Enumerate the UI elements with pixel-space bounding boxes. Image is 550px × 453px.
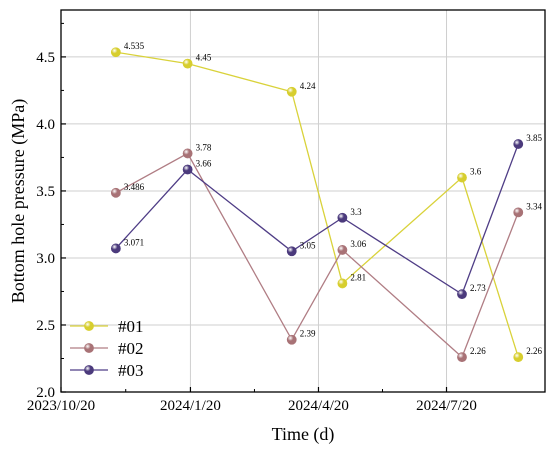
series-line xyxy=(115,143,519,296)
legend-label: #02 xyxy=(118,339,144,358)
data-label: 2.26 xyxy=(470,346,486,356)
series-line xyxy=(115,51,519,358)
legend-item: #01 xyxy=(70,317,144,336)
data-point xyxy=(110,243,121,254)
data-point xyxy=(513,139,524,149)
legend-marker xyxy=(84,321,94,331)
data-point xyxy=(286,86,297,97)
x-tick-label: 2023/10/20 xyxy=(27,398,95,414)
y-tick-label: 4.5 xyxy=(36,50,55,66)
data-label: 2.73 xyxy=(470,283,486,293)
data-point xyxy=(182,148,193,159)
legend-label: #03 xyxy=(118,361,144,380)
data-point xyxy=(286,246,297,257)
data-label: 2.81 xyxy=(350,272,366,282)
data-label: 3.3 xyxy=(350,207,362,217)
data-point xyxy=(513,352,524,363)
x-tick-label: 2024/1/20 xyxy=(160,398,221,414)
data-point xyxy=(286,334,297,345)
data-label: 3.071 xyxy=(124,237,144,247)
legend-marker xyxy=(84,365,94,375)
series-line xyxy=(115,152,519,359)
y-tick-label: 3.5 xyxy=(36,184,55,200)
data-point xyxy=(337,278,348,289)
y-axis-label: Bottom hole pressure (MPa) xyxy=(8,99,29,303)
y-tick-label: 4.0 xyxy=(36,117,55,133)
data-label: 3.85 xyxy=(526,133,542,143)
y-tick-label: 2.5 xyxy=(36,318,55,334)
data-point xyxy=(513,207,524,218)
plot-area-frame xyxy=(60,9,546,393)
legend-marker xyxy=(84,343,94,353)
data-label: 4.24 xyxy=(300,81,316,91)
data-label: 3.78 xyxy=(196,142,212,152)
data-label: 3.05 xyxy=(300,240,316,250)
data-label: 3.66 xyxy=(196,159,212,169)
data-label: 3.34 xyxy=(526,201,542,211)
data-point xyxy=(337,245,348,255)
data-point xyxy=(457,289,467,300)
legend-item: #02 xyxy=(70,339,144,358)
legend-item: #03 xyxy=(70,361,144,380)
data-label: 3.486 xyxy=(124,182,145,192)
x-tick-label: 2024/4/20 xyxy=(288,398,349,414)
data-label: 4.45 xyxy=(196,53,212,63)
data-point xyxy=(110,187,121,198)
x-tick-label: 2024/7/20 xyxy=(416,398,477,414)
data-point xyxy=(182,164,193,175)
data-label: 3.6 xyxy=(470,167,482,177)
series-lines: 4.535 4.45 4.24 2.81 3.6 2.26 3.486 3.78 2.39 3.0… xyxy=(110,41,543,363)
data-label: 4.535 xyxy=(124,41,145,51)
data-label: 2.39 xyxy=(300,329,316,339)
data-point xyxy=(457,352,467,363)
x-axis-label: Time (d) xyxy=(272,424,335,445)
legend-label: #01 xyxy=(118,317,144,336)
data-label: 3.06 xyxy=(350,239,366,249)
series-3: 3.071 3.66 3.05 3.3 2.73 3.85 xyxy=(110,133,543,300)
data-point xyxy=(110,47,121,58)
data-point xyxy=(182,58,193,69)
data-label: 2.26 xyxy=(526,346,542,356)
axis-ticks: 2.0 2.5 3.0 3.5 4.0 4.5 2023/10/20 2024/1/20 202… xyxy=(27,22,477,414)
legend: #01 #02 #03 xyxy=(70,317,144,380)
y-tick-label: 2.0 xyxy=(36,385,55,401)
series-2: 3.486 3.78 2.39 3.06 2.26 3.34 xyxy=(110,142,543,363)
data-point xyxy=(457,172,467,183)
series-1: 4.535 4.45 4.24 2.81 3.6 2.26 xyxy=(110,41,543,363)
y-tick-label: 3.0 xyxy=(36,251,55,267)
data-point xyxy=(337,212,348,223)
